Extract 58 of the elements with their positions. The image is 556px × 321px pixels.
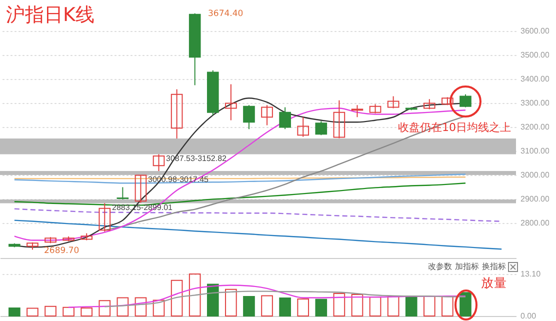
bar	[243, 296, 255, 316]
text: 换指标	[482, 262, 506, 271]
candlestick	[170, 88, 183, 140]
bar	[297, 298, 310, 316]
bar	[206, 284, 219, 316]
candlestick	[369, 104, 382, 114]
bar	[261, 295, 273, 316]
candlestick	[423, 98, 436, 110]
bar	[62, 306, 74, 316]
y-tick-label: 3100.00	[520, 146, 550, 156]
text: 加指标	[455, 262, 479, 271]
bar	[80, 307, 93, 316]
bar	[225, 288, 237, 316]
y-tick-label: 3400.00	[520, 74, 550, 84]
candlestick	[116, 186, 129, 200]
y-tick-label: 3600.00	[520, 26, 550, 36]
line-series	[14, 174, 466, 184]
bar	[351, 294, 364, 316]
candlestick	[387, 96, 400, 109]
bar	[44, 306, 56, 316]
y-tick-label: 0.00	[520, 312, 537, 320]
y-tick-label: 3300.00	[520, 98, 550, 108]
annotation: 3674.40	[208, 9, 244, 19]
candlestick	[351, 104, 364, 118]
candlestick	[225, 84, 237, 121]
y-tick-label: 3000.00	[520, 170, 550, 180]
annotation: 放量	[481, 275, 507, 290]
line-series	[14, 182, 466, 206]
y-tick-label: 13.10	[520, 270, 542, 278]
candlestick	[297, 116, 310, 138]
candlestick	[134, 174, 147, 204]
bar	[333, 293, 346, 316]
candlestick	[279, 106, 291, 130]
annotation: 2689.70	[44, 246, 80, 256]
bar	[405, 296, 418, 316]
candlestick	[333, 100, 346, 139]
candlestick	[98, 202, 111, 232]
candlestick	[315, 120, 328, 136]
bar	[315, 298, 328, 316]
y-tick-label: 2900.00	[520, 194, 550, 204]
bar	[279, 298, 291, 316]
candlestick	[243, 104, 255, 130]
candlestick	[460, 94, 472, 108]
bar	[188, 274, 201, 316]
y-tick-label: 2800.00	[520, 218, 550, 228]
bar	[152, 300, 165, 316]
y-tick-label: 3200.00	[520, 122, 550, 132]
bar	[134, 297, 147, 316]
bar	[170, 280, 183, 316]
text: 改参数	[428, 262, 452, 271]
bar	[98, 300, 111, 316]
y-tick-label: 3500.00	[520, 50, 550, 60]
bar	[26, 308, 38, 316]
bar	[116, 297, 129, 316]
candlestick	[261, 104, 273, 126]
bar	[8, 307, 20, 316]
chart-title: 沪指日K线	[6, 4, 94, 26]
candlestick	[152, 154, 165, 172]
